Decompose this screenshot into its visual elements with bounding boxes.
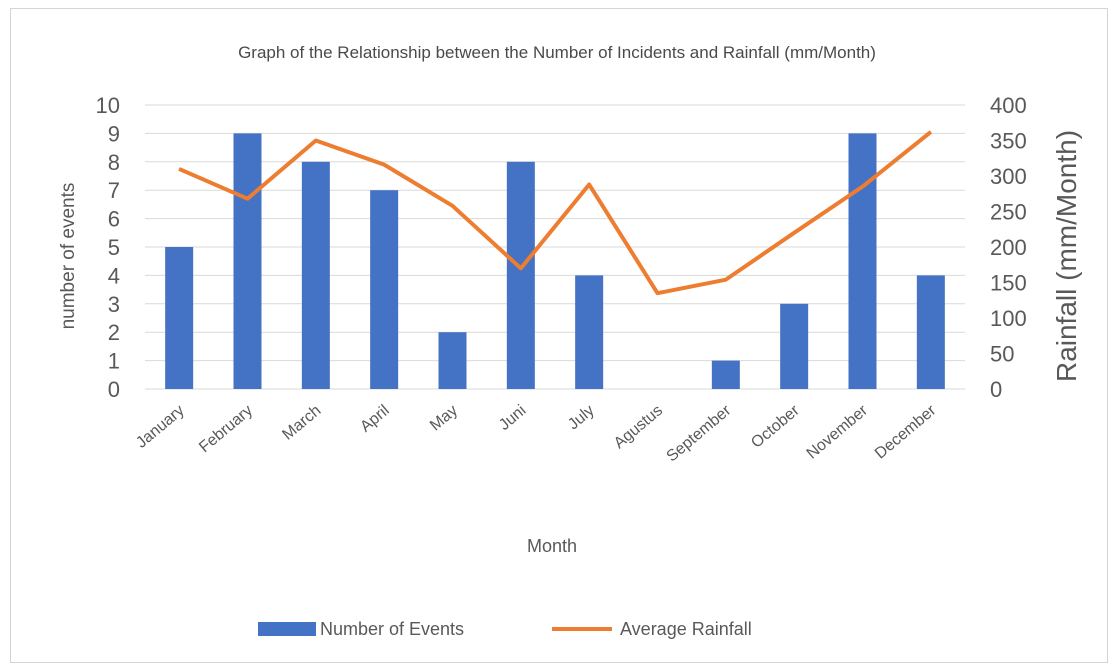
- chart-title: Graph of the Relationship between the Nu…: [238, 43, 876, 62]
- y-right-tick-label: 0: [990, 377, 1002, 402]
- legend: Number of Events Average Rainfall: [258, 619, 752, 639]
- rainfall-point: [725, 279, 727, 281]
- rainfall-point: [452, 205, 453, 207]
- x-tick-label: March: [279, 402, 324, 444]
- rainfall-point: [588, 184, 590, 186]
- y-right-tick-label: 300: [990, 164, 1027, 189]
- y-right-tick-label: 350: [990, 129, 1027, 154]
- bar: [916, 275, 945, 389]
- y-left-tick-label: 2: [108, 320, 120, 345]
- x-tick-label: September: [664, 402, 735, 466]
- x-tick-label: December: [872, 402, 940, 463]
- line-series: [178, 130, 933, 296]
- bar: [506, 161, 535, 389]
- y-axis-right-label: Rainfall (mm/Month): [1051, 130, 1082, 382]
- bar: [711, 360, 740, 389]
- y-left-tick-label: 6: [108, 207, 120, 232]
- x-axis-ticks: January February March April May Juni July Agus…: [133, 402, 940, 466]
- y-right-tick-label: 250: [990, 200, 1027, 225]
- bar: [370, 190, 399, 389]
- bar-series: [165, 133, 945, 389]
- bar: [848, 133, 877, 389]
- bar: [233, 133, 262, 389]
- y-left-tick-label: 10: [96, 93, 120, 118]
- legend-label-events: Number of Events: [320, 619, 464, 639]
- bar: [780, 303, 809, 389]
- rainfall-point: [520, 267, 522, 269]
- bar: [165, 247, 194, 389]
- y-right-tick-label: 400: [990, 93, 1027, 118]
- y-left-tick-label: 5: [108, 235, 120, 260]
- x-tick-label: Juni: [496, 402, 529, 434]
- rainfall-point: [315, 140, 317, 141]
- y-left-tick-label: 4: [108, 263, 120, 288]
- x-tick-label: February: [196, 402, 256, 456]
- rainfall-point: [383, 164, 385, 166]
- y-left-tick-label: 3: [108, 292, 120, 317]
- x-tick-label: October: [748, 402, 803, 452]
- y-axis-left-label: number of events: [58, 183, 79, 330]
- y-right-tick-label: 150: [990, 271, 1027, 296]
- bar: [438, 332, 467, 389]
- y-left-tick-label: 9: [108, 121, 120, 146]
- rainfall-point: [657, 292, 658, 294]
- x-axis-label: Month: [527, 536, 577, 556]
- y-right-tick-label: 50: [990, 342, 1014, 367]
- rainfall-point: [247, 198, 248, 200]
- grid-lines: [145, 104, 965, 390]
- rainfall-point: [862, 186, 863, 188]
- rainfall-point: [930, 131, 932, 133]
- x-tick-label: November: [804, 402, 872, 463]
- x-tick-label: April: [357, 402, 392, 436]
- y-right-tick-label: 100: [990, 306, 1027, 331]
- x-tick-label: Agustus: [611, 402, 666, 452]
- right-axis-ticks: 0 50 100 150 200 250 300 350 400: [990, 93, 1027, 402]
- x-tick-label: May: [427, 402, 461, 434]
- x-tick-label: July: [565, 402, 598, 433]
- left-axis-ticks: 0 1 2 3 4 5 6 7 8 9 10: [96, 93, 120, 402]
- rainfall-line: [178, 130, 933, 296]
- y-left-tick-label: 7: [108, 178, 120, 203]
- y-left-tick-label: 1: [108, 349, 120, 374]
- y-left-tick-label: 0: [108, 377, 120, 402]
- y-right-tick-label: 200: [990, 235, 1027, 260]
- bar: [301, 161, 330, 389]
- bar: [575, 275, 604, 389]
- legend-swatch-events: [258, 622, 316, 636]
- rainfall-point: [178, 168, 180, 170]
- legend-label-rainfall: Average Rainfall: [620, 619, 752, 639]
- x-tick-label: January: [133, 402, 188, 452]
- rainfall-point: [793, 232, 795, 234]
- y-left-tick-label: 8: [108, 150, 120, 175]
